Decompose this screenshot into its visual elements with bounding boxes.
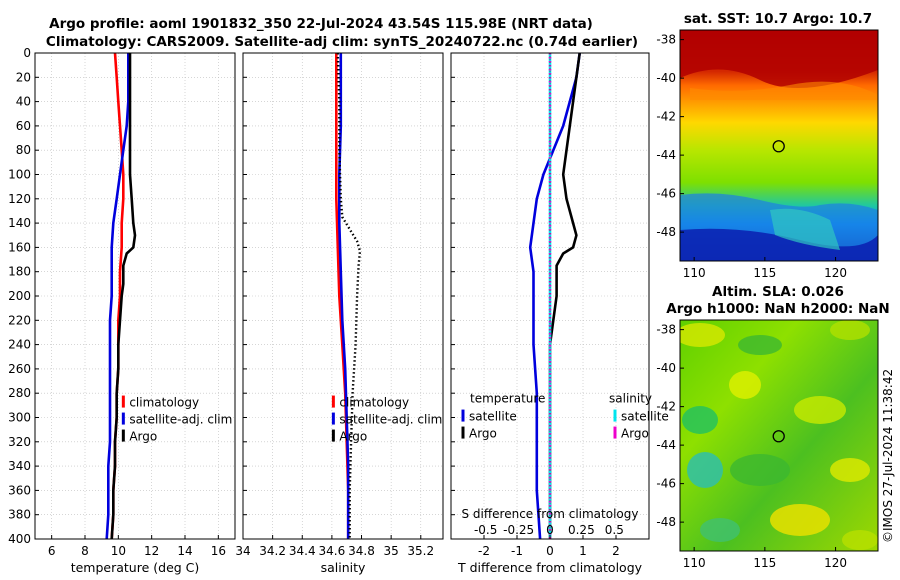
difference-profile-xlabel: T difference from climatology [457,560,643,575]
salinity-profile-legend-label: Argo [339,430,367,444]
temperature-profile-series-argo [110,53,137,540]
salinity-profile-xtick-label: 34 [235,544,250,558]
temperature-profile-legend-label: climatology [129,396,199,410]
salinity-difference-tick-label: -0.5 [474,523,497,537]
difference-profile-xtick-label: 2 [612,544,620,558]
depth-tick-label: 140 [8,216,31,230]
difference-profile-series-temperature-satellite [528,52,581,540]
temperature-profile-xlabel: temperature (deg C) [71,560,200,575]
salinity-profile-series-argo [336,52,362,539]
temperature-profile-xtick-label: 16 [211,544,226,558]
sst-map-xtick-label: 120 [824,266,847,280]
depth-tick-label: 40 [16,95,31,109]
difference-profile-xtick-label: 0 [546,544,554,558]
salinity-panel: 34 34.2 34.4 34.6 34.8 35 35.2 salinity climatol… [235,52,444,575]
sla-map-ytick-label: -42 [656,400,676,414]
salinity-profile-xtick-label: 34.6 [319,544,346,558]
sla-map-xtick-label: 110 [683,556,706,570]
difference-profile-xtick-label: -1 [511,544,523,558]
temperature-profile-xtick-label: 6 [48,544,56,558]
sla-map-argo-position-marker [772,430,785,443]
salinity-profile-xtick-label: 35.2 [407,544,434,558]
depth-tick-label: 280 [8,386,31,400]
sla-map-ytick-label: -40 [656,361,676,375]
sst-map-ytick-label: -40 [656,71,676,85]
salinity-difference-tick-label: 0.5 [605,523,624,537]
sst-map-ytick-label: -48 [656,225,676,239]
sla-map-image [680,320,878,551]
sla-map-xtick-label: 115 [753,556,776,570]
depth-tick-label: 20 [16,70,31,84]
depth-tick-label: 360 [8,483,31,497]
depth-tick-label: 320 [8,435,31,449]
difference-legend-label: Argo [469,427,497,441]
sst-map-ytick-label: -44 [656,148,676,162]
temperature-profile-xtick-label: 8 [81,544,89,558]
depth-tick-label: 220 [8,313,31,327]
figure-title-line2: Climatology: CARS2009. Satellite-adj cli… [46,34,638,50]
difference-legend-label: Argo [621,427,649,441]
sst-map-argo-position-marker [772,140,785,153]
depth-tick-label: 240 [8,338,31,352]
salinity-difference-label: S difference from climatology [462,507,639,521]
difference-legend-title-salinity: salinity [609,392,652,406]
depth-tick-label: 180 [8,265,31,279]
depth-tick-label: 260 [8,362,31,376]
figure-title-line1: Argo profile: aoml 1901832_350 22-Jul-20… [49,16,593,32]
sla-map-ytick-label: -38 [656,323,676,337]
difference-legend-title-temperature: temperature [470,392,545,406]
temperature-profile-xtick-label: 12 [144,544,159,558]
sla-map-ytick-label: -46 [656,477,676,491]
sla-map-axes: 110 115 120 -38 -40 -42 -44 -46 -48 [656,323,847,570]
depth-tick-label: 160 [8,240,31,254]
salinity-profile-xlabel: salinity [321,560,366,575]
sst-map-image [680,30,878,261]
difference-profile-xtick-label: -2 [478,544,490,558]
sla-map-ytick-label: -48 [656,515,676,529]
temperature-panel: 6 8 10 12 14 16 temperature (deg C) 0 20 40 60 80 10… [8,46,236,575]
difference-legend-label: satellite [621,410,669,424]
temperature-profile-legend-label: Argo [129,430,157,444]
depth-tick-label: 80 [16,143,31,157]
depth-tick-label: 60 [16,119,31,133]
temperature-profile-xtick-label: 10 [111,544,126,558]
sla-map-xtick-label: 120 [824,556,847,570]
sla-map-title-line1: Altim. SLA: 0.026 [712,284,844,300]
salinity-difference-tick-label: -0.25 [503,523,534,537]
salinity-profile-xtick-label: 34.2 [259,544,286,558]
salinity-difference-tick-label: 0 [546,523,554,537]
depth-tick-label: 400 [8,532,31,546]
sla-map-title-line2: Argo h1000: NaN h2000: NaN [666,301,889,317]
temperature-profile-xtick-label: 14 [177,544,192,558]
credit-text: ©IMOS 27-Jul-2024 11:38:42 [881,369,895,543]
sst-map-xtick-label: 110 [683,266,706,280]
sst-map-xtick-label: 115 [753,266,776,280]
depth-tick-label: 0 [23,46,31,60]
depth-tick-label: 380 [8,508,31,522]
salinity-profile-xtick-label: 34.8 [348,544,375,558]
salinity-profile-legend-label: climatology [339,396,409,410]
salinity-profile-legend-label: satellite-adj. clim [339,413,442,427]
sst-map-ytick-label: -46 [656,187,676,201]
sst-map-ytick-label: -38 [656,33,676,47]
sst-map-ytick-label: -42 [656,110,676,124]
sst-map-axes: 110 115 120 -38 -40 -42 -44 -46 -48 [656,33,847,280]
sst-map-title: sat. SST: 10.7 Argo: 10.7 [684,11,872,27]
depth-tick-label: 340 [8,459,31,473]
depth-tick-label: 100 [8,168,31,182]
salinity-profile-xtick-label: 35 [384,544,399,558]
salinity-profile-xtick-label: 34.4 [289,544,316,558]
sla-map-ytick-label: -44 [656,438,676,452]
depth-tick-label: 300 [8,411,31,425]
difference-profile-xtick-label: 1 [579,544,587,558]
depth-tick-label: 120 [8,192,31,206]
difference-panel: -2 -1 0 1 2 T difference from climatology temp… [450,52,669,575]
depth-tick-label: 200 [8,289,31,303]
difference-legend-label: satellite [469,410,517,424]
salinity-profile-series-satellite-adj-clim [337,53,350,539]
temperature-profile-series-satellite-adj-clim [105,53,130,540]
temperature-profile-legend-label: satellite-adj. clim [129,413,232,427]
salinity-difference-tick-label: 0.25 [568,523,595,537]
